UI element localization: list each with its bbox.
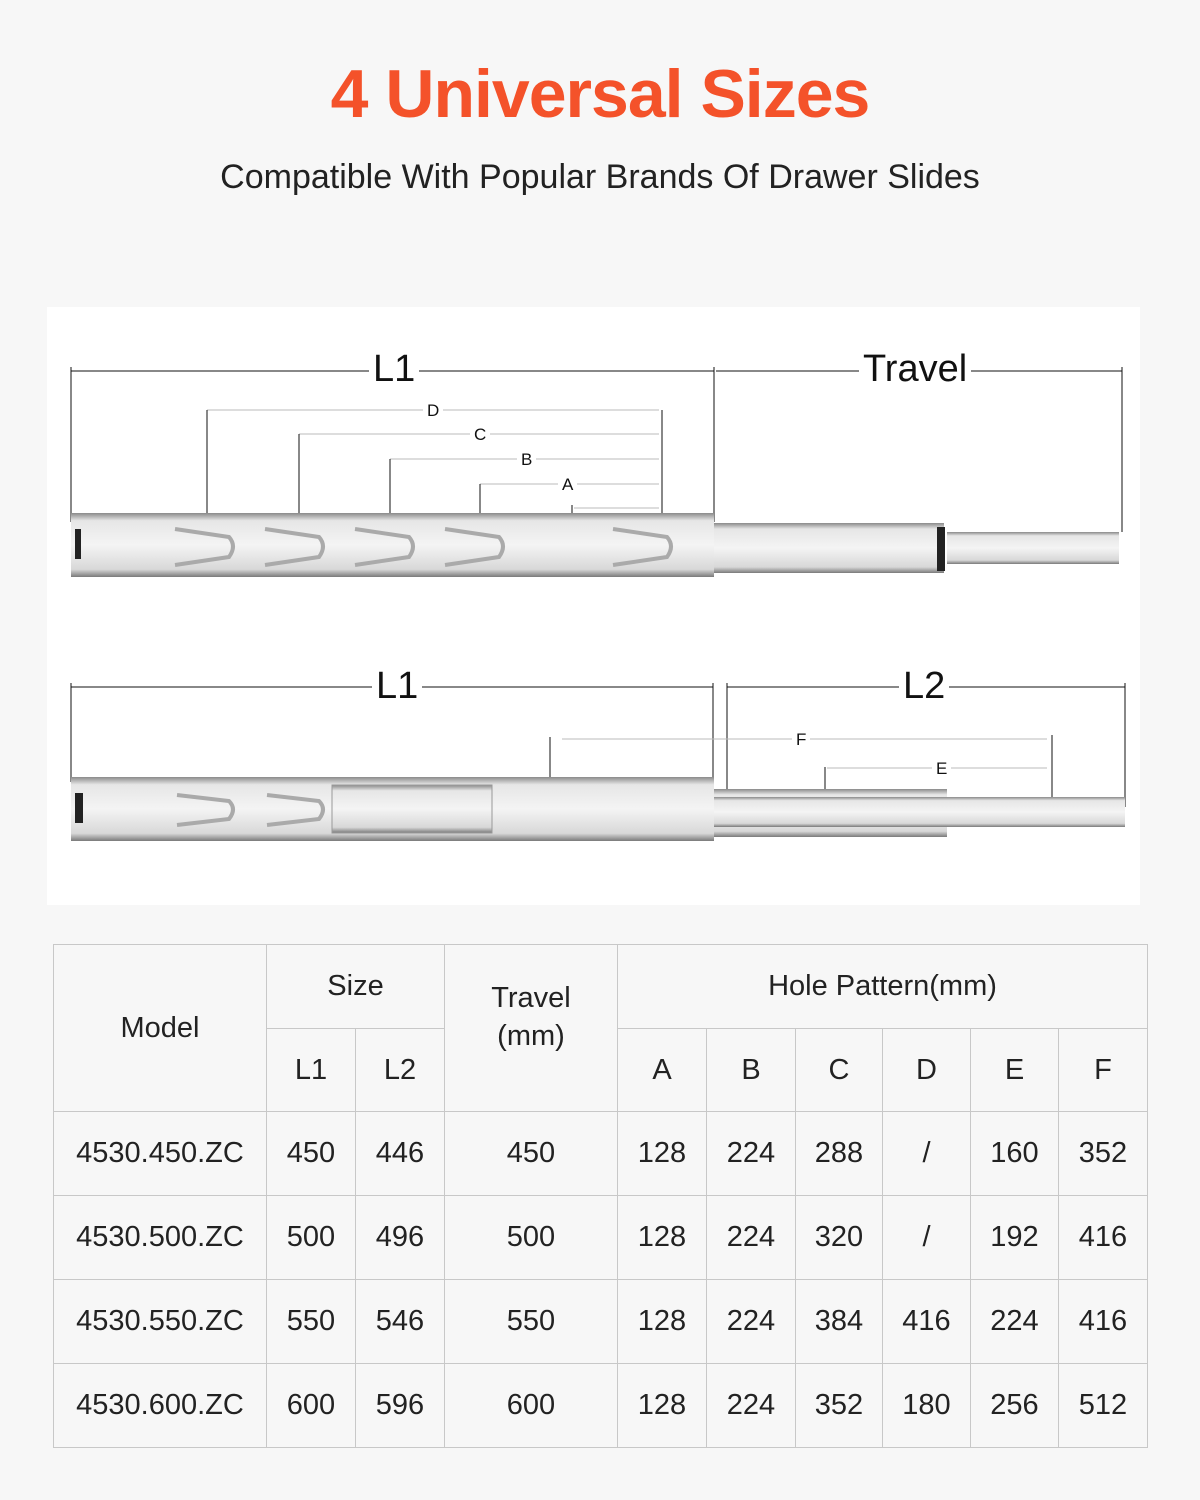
table-row: 4530.450.ZC 450 446 450 128 224 288/160 352 (53, 1111, 1148, 1196)
cell-c: 288 (795, 1111, 883, 1196)
page-title: 4 Universal Sizes (330, 56, 871, 132)
cell-c: 352 (795, 1363, 883, 1448)
cell-f: 416 (1058, 1279, 1148, 1364)
dim-f-label: F (792, 731, 811, 748)
cell-l1: 500 (266, 1195, 356, 1280)
header-c: C (795, 1028, 883, 1112)
cell-f: 352 (1058, 1111, 1148, 1196)
l1-label-bottom: L1 (372, 667, 423, 705)
header-d: D (882, 1028, 971, 1112)
header-f: F (1058, 1028, 1148, 1112)
cell-model: 4530.600.ZC (53, 1363, 267, 1448)
table-row: 4530.550.ZC 550 546 550 128 224 384 416 224 416 (53, 1279, 1148, 1364)
cell-d: / (882, 1111, 971, 1196)
cell-l1: 550 (266, 1279, 356, 1364)
header-l2: L2 (355, 1028, 445, 1112)
header-size: Size (266, 944, 445, 1029)
cell-l2: 596 (355, 1363, 445, 1448)
cell-d: 180 (882, 1363, 971, 1448)
dim-b-label: B (517, 451, 537, 468)
table-row: 4530.500.ZC 500 496 500 128 224 320/192 416 (53, 1195, 1148, 1280)
cell-l2: 496 (355, 1195, 445, 1280)
dim-a-label: A (558, 476, 578, 493)
cell-model: 4530.550.ZC (53, 1279, 267, 1364)
l1-label-top: L1 (369, 350, 420, 388)
cell-b: 224 (706, 1363, 796, 1448)
cell-c: 320 (795, 1195, 883, 1280)
cell-model: 4530.450.ZC (53, 1111, 267, 1196)
header-travel: Travel (mm) (444, 944, 618, 1112)
top-dimension-lines (70, 367, 1123, 532)
bottom-slide (71, 777, 1125, 841)
dim-c-label: C (470, 426, 491, 443)
size-table: Model Size Travel (mm) Hole Pattern(mm) … (53, 944, 1148, 1448)
cell-model: 4530.500.ZC (53, 1195, 267, 1280)
dim-d-label: D (423, 402, 444, 419)
page-subtitle: Compatible With Popular Brands Of Drawer… (220, 158, 980, 196)
travel-label: Travel (859, 350, 972, 388)
cell-f: 416 (1058, 1195, 1148, 1280)
cell-d: 416 (882, 1279, 971, 1364)
header-hole-pattern: Hole Pattern(mm) (617, 944, 1148, 1029)
top-slide (71, 513, 1119, 577)
dim-e-label: E (932, 760, 952, 777)
cell-l2: 546 (355, 1279, 445, 1364)
cell-b: 224 (706, 1195, 796, 1280)
cell-travel: 550 (444, 1279, 618, 1364)
dimension-diagram: L1 Travel D C B A L1 L2 F E (47, 307, 1140, 905)
cell-b: 224 (706, 1111, 796, 1196)
cell-travel: 450 (444, 1111, 618, 1196)
header-model: Model (53, 944, 267, 1112)
cell-a: 128 (617, 1363, 707, 1448)
cell-a: 128 (617, 1279, 707, 1364)
cell-e: 160 (970, 1111, 1059, 1196)
cell-a: 128 (617, 1195, 707, 1280)
cell-b: 224 (706, 1279, 796, 1364)
header-a: A (617, 1028, 707, 1112)
table-row: 4530.600.ZC 600 596 600 128 224 352 180 256 512 (53, 1363, 1148, 1448)
header-e: E (970, 1028, 1059, 1112)
cell-d: / (882, 1195, 971, 1280)
cell-l2: 446 (355, 1111, 445, 1196)
top-hole-lines (207, 409, 659, 509)
header-b: B (706, 1028, 796, 1112)
slide-diagram-drawing (70, 367, 1126, 841)
cell-travel: 600 (444, 1363, 618, 1448)
cell-e: 256 (970, 1363, 1059, 1448)
l2-label: L2 (899, 667, 950, 705)
cell-f: 512 (1058, 1363, 1148, 1448)
cell-e: 224 (970, 1279, 1059, 1364)
header-l1: L1 (266, 1028, 356, 1112)
cell-travel: 500 (444, 1195, 618, 1280)
cell-l1: 450 (266, 1111, 356, 1196)
cell-a: 128 (617, 1111, 707, 1196)
cell-l1: 600 (266, 1363, 356, 1448)
cell-c: 384 (795, 1279, 883, 1364)
cell-e: 192 (970, 1195, 1059, 1280)
